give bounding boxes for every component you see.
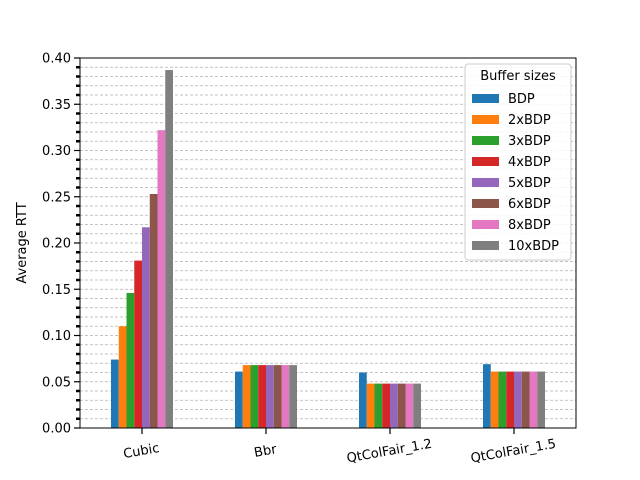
y-tick-label: 0.30 bbox=[42, 144, 71, 159]
bar-10xbdp-cubic bbox=[165, 70, 173, 429]
y-tick-label: 0.10 bbox=[42, 329, 71, 344]
bar-5xbdp-qtcolfair_1.2 bbox=[390, 383, 398, 428]
bar-3xbdp-qtcolfair_1.2 bbox=[374, 383, 383, 428]
legend-label-4xbdp: 4xBDP bbox=[508, 155, 551, 170]
bar-3xbdp-qtcolfair_1.5 bbox=[498, 371, 507, 428]
bar-bdp-qtcolfair_1.5 bbox=[483, 364, 491, 428]
bar-8xbdp-bbr bbox=[281, 365, 290, 428]
bar-4xbdp-qtcolfair_1.2 bbox=[382, 383, 390, 428]
bar-8xbdp-qtcolfair_1.2 bbox=[405, 383, 414, 428]
x-tick-label: QtColFair_1.5 bbox=[470, 437, 558, 467]
bar-2xbdp-bbr bbox=[242, 365, 251, 428]
bar-10xbdp-bbr bbox=[289, 365, 297, 428]
legend-swatch-10xbdp bbox=[472, 241, 499, 250]
bars bbox=[111, 70, 545, 429]
legend-label-2xbdp: 2xBDP bbox=[508, 113, 551, 128]
legend-label-10xbdp: 10xBDP bbox=[508, 239, 559, 254]
legend-swatch-4xbdp bbox=[472, 157, 499, 166]
y-tick-label: 0.40 bbox=[42, 52, 71, 67]
bar-bdp-qtcolfair_1.2 bbox=[359, 372, 367, 428]
legend-swatch-6xbdp bbox=[472, 199, 499, 208]
legend-label-bdp: BDP bbox=[508, 92, 535, 107]
bar-4xbdp-bbr bbox=[258, 365, 266, 428]
y-tick-label: 0.20 bbox=[42, 237, 71, 252]
y-axis: 0.00 0.05 0.10 0.15 0.20 0.25 0.30 0.35 0.40 bbox=[42, 52, 80, 437]
bar-8xbdp-qtcolfair_1.5 bbox=[529, 371, 538, 428]
bar-6xbdp-qtcolfair_1.5 bbox=[521, 371, 530, 428]
legend-swatch-bdp bbox=[472, 94, 499, 103]
bar-5xbdp-bbr bbox=[266, 365, 274, 428]
bar-6xbdp-qtcolfair_1.2 bbox=[397, 383, 406, 428]
y-tick-label: 0.00 bbox=[42, 422, 71, 437]
y-axis-label: Average RTT bbox=[15, 202, 30, 283]
y-tick-label: 0.25 bbox=[42, 190, 71, 205]
bar-10xbdp-qtcolfair_1.2 bbox=[413, 383, 421, 428]
bar-2xbdp-qtcolfair_1.2 bbox=[366, 383, 375, 428]
bar-4xbdp-cubic bbox=[134, 260, 142, 428]
bar-bdp-bbr bbox=[235, 371, 243, 428]
y-tick-label: 0.15 bbox=[42, 283, 71, 298]
y-tick-label: 0.05 bbox=[42, 375, 71, 390]
legend-label-3xbdp: 3xBDP bbox=[508, 134, 551, 149]
legend-title: Buffer sizes bbox=[480, 69, 556, 84]
legend-swatch-5xbdp bbox=[472, 178, 499, 187]
legend-swatch-8xbdp bbox=[472, 220, 499, 229]
legend: Buffer sizes BDP 2xBDP 3xBDP 4xBDP 5xBDP 6xBDP… bbox=[464, 63, 572, 261]
legend-label-5xbdp: 5xBDP bbox=[508, 176, 551, 191]
bar-10xbdp-qtcolfair_1.5 bbox=[537, 371, 545, 428]
x-tick-label: Bbr bbox=[253, 442, 278, 461]
legend-label-6xbdp: 6xBDP bbox=[508, 197, 551, 212]
bar-4xbdp-qtcolfair_1.5 bbox=[506, 371, 514, 428]
bar-3xbdp-bbr bbox=[250, 365, 259, 428]
bar-5xbdp-cubic bbox=[142, 227, 150, 428]
bar-6xbdp-cubic bbox=[149, 193, 158, 428]
legend-swatch-3xbdp bbox=[472, 136, 499, 145]
y-tick-label: 0.35 bbox=[42, 98, 71, 113]
bar-bdp-cubic bbox=[111, 359, 119, 428]
bar-6xbdp-bbr bbox=[273, 365, 282, 428]
x-tick-label: Cubic bbox=[122, 441, 160, 462]
bar-5xbdp-qtcolfair_1.5 bbox=[514, 371, 522, 428]
bar-2xbdp-cubic bbox=[118, 326, 127, 428]
bar-8xbdp-cubic bbox=[157, 130, 166, 428]
legend-swatch-2xbdp bbox=[472, 115, 499, 124]
legend-label-8xbdp: 8xBDP bbox=[508, 218, 551, 233]
legend-box bbox=[464, 63, 572, 261]
x-axis: Cubic Bbr QtColFair_1.2 QtColFair_1.5 bbox=[122, 428, 557, 466]
bar-3xbdp-cubic bbox=[126, 292, 135, 428]
x-tick-label: QtColFair_1.2 bbox=[346, 437, 434, 467]
bar-2xbdp-qtcolfair_1.5 bbox=[490, 371, 499, 428]
